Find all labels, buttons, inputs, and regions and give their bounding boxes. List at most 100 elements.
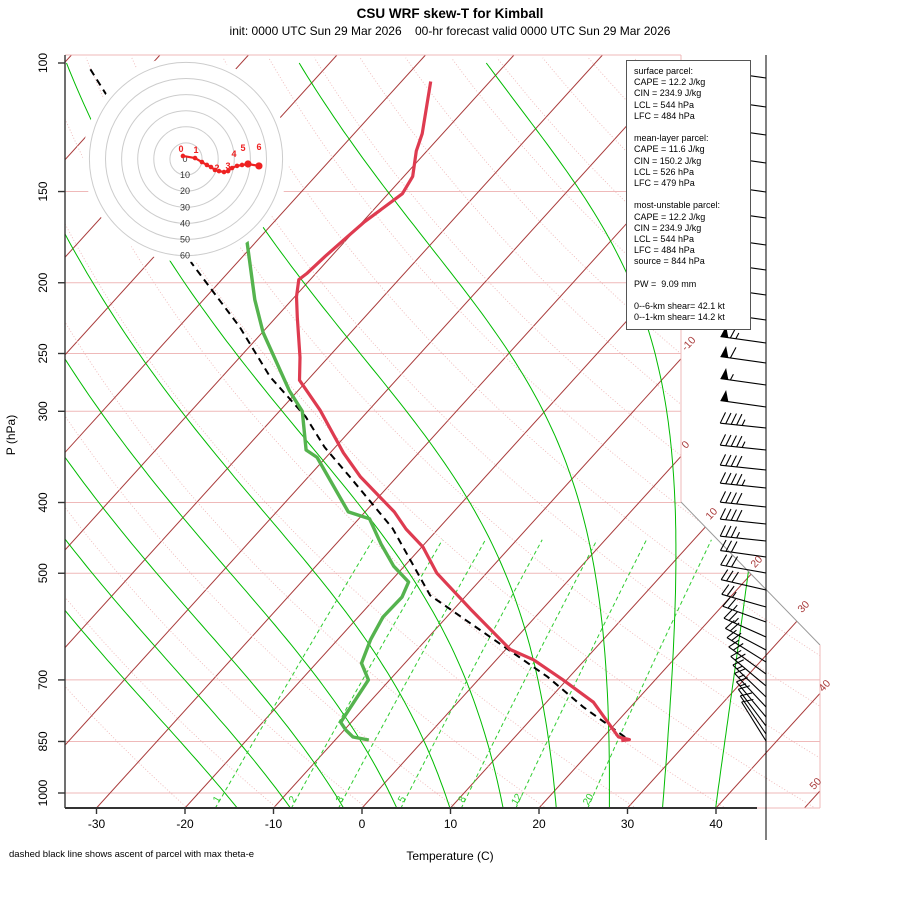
hodograph-point — [229, 165, 235, 171]
wind-barb — [719, 472, 767, 489]
y-tick-label: 150 — [36, 181, 50, 201]
wind-barb — [722, 596, 767, 623]
isotherm-label: -10 — [679, 334, 698, 353]
info-line: CIN = 150.2 J/kg — [634, 155, 702, 166]
info-line: mean-layer parcel: — [634, 133, 709, 144]
hodograph-km-label: 4 — [231, 149, 236, 159]
wind-barb — [719, 412, 767, 429]
info-line: CAPE = 12.2 J/kg — [634, 77, 706, 88]
hodograph-ring-label: 20 — [180, 186, 190, 196]
wind-barb — [719, 454, 767, 471]
parcel-caption: dashed black line shows ascent of parcel… — [9, 849, 255, 860]
hodograph-km-label: 5 — [240, 143, 245, 153]
hodograph-point — [221, 169, 227, 175]
info-line: CIN = 234.9 J/kg — [634, 88, 702, 99]
wind-barb — [725, 619, 767, 651]
hodograph-point — [239, 162, 245, 168]
info-line: LFC = 479 hPa — [634, 178, 695, 189]
hodograph-ring-label: 40 — [180, 218, 190, 228]
wind-barb — [734, 668, 767, 708]
wind-barb — [732, 659, 767, 698]
info-line: LFC = 484 hPa — [634, 245, 695, 256]
y-tick-label: 100 — [36, 53, 50, 73]
wind-barb — [719, 525, 767, 542]
x-tick-label: -10 — [265, 817, 283, 831]
mixing-ratio-label: 2 — [287, 794, 300, 805]
page-subtitle: init: 0000 UTC Sun 29 Mar 2026 00-hr for… — [229, 24, 671, 38]
mixing-ratio-label: 1 — [211, 794, 224, 805]
mixing-ratio-label: 12 — [510, 792, 525, 808]
isotherm-label: 10 — [703, 505, 720, 522]
y-tick-label: 1000 — [36, 779, 50, 806]
hodograph-ring-label: 0 — [182, 154, 187, 164]
hodograph-ring — [105, 78, 267, 240]
x-tick-label: 20 — [532, 817, 546, 831]
y-axis-label: P (hPa) — [4, 414, 18, 456]
wind-barb — [741, 698, 767, 742]
hodograph-km-label: 0 — [178, 144, 183, 154]
hodograph-point — [216, 168, 222, 174]
hodograph-ring-label: 10 — [180, 170, 190, 180]
y-tick-label: 500 — [36, 563, 50, 583]
page-title: CSU WRF skew-T for Kimball — [356, 6, 544, 21]
info-line: CAPE = 11.6 J/kg — [634, 144, 705, 155]
hodograph-point — [225, 168, 231, 174]
hodograph-ring-label: 50 — [180, 235, 190, 245]
y-tick-label: 200 — [36, 272, 50, 292]
wind-barb — [719, 539, 767, 558]
hodograph-ring — [153, 126, 219, 192]
hodograph-ring — [169, 142, 203, 176]
wind-barb — [719, 491, 767, 508]
wind-barb — [719, 508, 767, 525]
info-line: LCL = 526 hPa — [634, 166, 694, 177]
wind-barb — [730, 649, 767, 687]
dewpoint-profile — [244, 238, 411, 742]
hodograph-point — [192, 155, 198, 161]
info-line: PW = 9.09 mm — [634, 278, 697, 289]
x-tick-label: -30 — [88, 817, 106, 831]
mixing-ratio-label: 20 — [581, 792, 596, 808]
axes: -30 -20 -10 0 10 20 30 401001502002503004005007… — [36, 53, 757, 831]
info-line: source = 844 hPa — [634, 256, 705, 267]
wind-barb — [720, 346, 767, 364]
y-tick-label: 300 — [36, 401, 50, 421]
wind-barb — [726, 629, 767, 663]
y-tick-label: 850 — [36, 731, 50, 751]
hodograph-ring — [88, 61, 284, 257]
hodograph-point — [199, 159, 205, 165]
info-line: 0--1-km shear= 14.2 kt — [634, 312, 725, 323]
hodograph-inset: 0 10 20 30 40 50 60 0 1 2 345 6 — [83, 56, 289, 262]
info-line: CIN = 234.9 J/kg — [634, 222, 702, 233]
temperature-profile — [294, 81, 632, 743]
info-line — [634, 122, 746, 133]
x-tick-label: 30 — [621, 817, 635, 831]
y-tick-label: 400 — [36, 492, 50, 512]
info-line: LCL = 544 hPa — [634, 99, 694, 110]
info-line: LCL = 544 hPa — [634, 234, 694, 245]
hodograph-ring-label: 30 — [180, 202, 190, 212]
hodograph-point — [234, 163, 240, 169]
hodograph-ring-label: 60 — [180, 251, 190, 261]
x-tick-label: -20 — [176, 817, 194, 831]
info-line — [634, 189, 746, 200]
mixing-ratio-label: 8 — [456, 794, 469, 805]
hodograph-point — [208, 164, 214, 170]
hodograph-km-label: 2 — [214, 163, 219, 173]
y-tick-label: 250 — [36, 343, 50, 363]
mixing-ratio-lines: 1 2 3 5 8 12 20 — [211, 539, 712, 808]
parcel-info-box: surface parcel: CAPE = 12.2 J/kg CIN = 234… — [626, 60, 751, 330]
wind-barb — [728, 639, 767, 675]
mixing-ratio-label: 5 — [396, 794, 409, 805]
mixing-ratio-label: 3 — [334, 794, 347, 805]
hodograph-point — [244, 160, 252, 168]
hodograph-ring — [137, 110, 235, 208]
x-tick-label: 0 — [359, 817, 366, 831]
info-line: most-unstable parcel: — [634, 200, 721, 211]
wind-barb — [720, 368, 767, 386]
hodograph-km-label: 6 — [256, 142, 261, 152]
x-tick-label: 40 — [709, 817, 723, 831]
isotherm-label: 30 — [795, 598, 812, 615]
hodograph-point — [180, 153, 186, 159]
